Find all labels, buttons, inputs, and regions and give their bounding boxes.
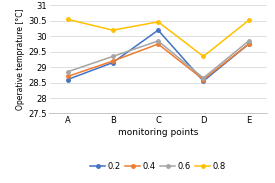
0.6	[66, 71, 69, 73]
0.2	[202, 80, 205, 82]
0.4	[111, 60, 114, 62]
0.2	[66, 79, 69, 81]
0.4	[66, 75, 69, 78]
0.6	[247, 40, 250, 42]
0.6	[111, 55, 114, 57]
0.2	[156, 29, 160, 31]
0.8	[66, 18, 69, 20]
0.8	[156, 21, 160, 23]
Line: 0.8: 0.8	[66, 18, 250, 58]
0.6	[202, 77, 205, 79]
Line: 0.6: 0.6	[66, 39, 250, 80]
0.8	[202, 55, 205, 57]
0.4	[202, 79, 205, 81]
0.6	[156, 40, 160, 42]
Y-axis label: Operative temprature [°C]: Operative temprature [°C]	[16, 9, 26, 110]
0.8	[111, 29, 114, 31]
0.2	[247, 43, 250, 45]
Line: 0.4: 0.4	[66, 42, 250, 81]
0.4	[156, 43, 160, 45]
0.8	[247, 19, 250, 21]
0.2	[111, 61, 114, 64]
X-axis label: monitoring points: monitoring points	[118, 128, 198, 137]
Line: 0.2: 0.2	[66, 28, 250, 83]
0.4	[247, 43, 250, 45]
Legend: 0.2, 0.4, 0.6, 0.8: 0.2, 0.4, 0.6, 0.8	[87, 159, 229, 174]
